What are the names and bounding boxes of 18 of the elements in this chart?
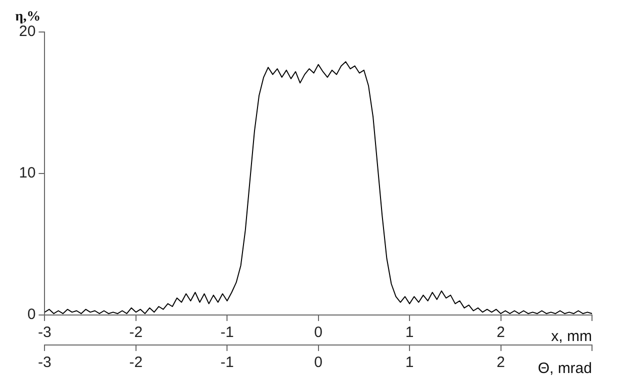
x-tick-label: 1 (405, 324, 414, 342)
x2-tick-label: 0 (314, 354, 323, 372)
x-axis-title: x, mm (551, 328, 592, 346)
x2-tick-label: -3 (38, 354, 52, 372)
x2-tick-label: 2 (496, 354, 505, 372)
x2-tick-label: -2 (129, 354, 143, 372)
x-tick-label: -1 (220, 324, 234, 342)
x2-axis-title: Θ, mrad (538, 360, 592, 378)
y-tick-label: 20 (18, 23, 36, 40)
x-tick-label: -3 (38, 324, 52, 342)
y-tick-label: 10 (18, 164, 36, 182)
y-tick-label: 0 (27, 306, 36, 324)
y-axis-title: η,% (15, 10, 41, 25)
x-tick-label: 0 (314, 324, 323, 342)
x2-tick-label: -1 (220, 354, 234, 372)
x2-tick-label: 1 (405, 354, 414, 372)
x-tick-label: -2 (129, 324, 143, 342)
x-tick-label: 2 (496, 324, 505, 342)
